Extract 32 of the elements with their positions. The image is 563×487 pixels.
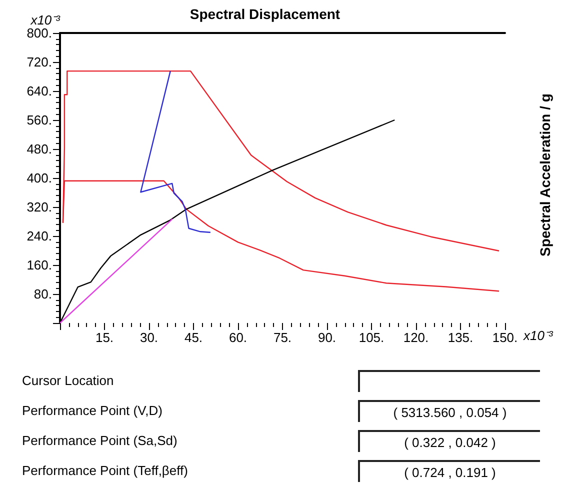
y-axis-title: x10⁻³ <box>30 12 61 28</box>
y-tick-label: 800. <box>26 26 52 40</box>
text: Performance Point (Sa,Sd) <box>22 433 178 448</box>
y-tick-label: 80. <box>34 286 52 302</box>
x-tick-label: 45. <box>184 330 203 345</box>
x-tick-label: 60. <box>228 330 248 345</box>
y-tick-label: 320. <box>26 200 52 214</box>
x-tick-label: 120. <box>403 330 429 345</box>
x-tick-label: 135. <box>448 330 474 345</box>
text: Spectral Acceleration / g <box>537 94 553 256</box>
x-tick-label: 150. <box>492 330 518 345</box>
y-tick-label: 240. <box>26 228 52 244</box>
text-field: ( 0.724 , 0.191 ) <box>358 460 540 482</box>
y-tick-label: 640. <box>26 84 52 98</box>
text: Performance Point (V,D) <box>22 403 162 418</box>
text: Cursor Location <box>22 373 114 388</box>
x-tick-label: 30. <box>140 330 158 345</box>
y-tick-label: 560. <box>26 112 52 128</box>
line-series <box>140 70 212 233</box>
x-axis-title: x10⁻³ <box>522 328 554 343</box>
y-tick-label: 160. <box>26 258 52 272</box>
x-tick-label: 15. <box>95 330 114 345</box>
y-tick-label: 720. <box>26 54 52 70</box>
y-tick-label: 400. <box>26 170 52 186</box>
x-tick-label: 105. <box>358 330 384 345</box>
text: Performance Point (Teff,βeff) <box>22 463 188 478</box>
chart-title: Spectral Displacement <box>190 6 340 22</box>
text-field: ( 0.322 , 0.042 ) <box>358 430 540 452</box>
text-field: ( 5313.560 , 0.054 ) <box>358 400 540 422</box>
x-tick-label: 75. <box>273 330 292 345</box>
x-tick-label: 90. <box>318 330 336 345</box>
y-tick-label: 480. <box>26 142 52 156</box>
